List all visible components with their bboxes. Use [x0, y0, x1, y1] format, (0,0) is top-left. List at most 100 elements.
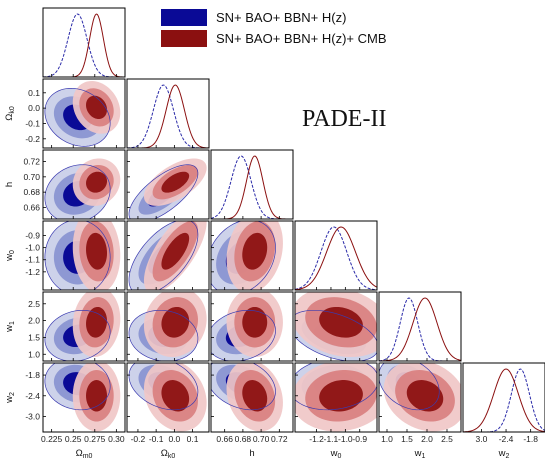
- y-tick-label: 0.1: [28, 88, 40, 98]
- panel-content: [211, 292, 283, 361]
- panel-frame: [126, 220, 210, 291]
- panel-0-3: -1.2 -1.1 -1.0 -0.9: [25, 220, 126, 291]
- x-tick-label: 0.30: [108, 434, 125, 444]
- x-tick-label: 0.68: [235, 434, 252, 444]
- x-tick-label: -0.1: [149, 434, 164, 444]
- panel-frame: [378, 362, 462, 433]
- contour-outline: [44, 363, 111, 411]
- marginal-curve-2: [463, 368, 545, 432]
- panel-4-4: [378, 291, 462, 362]
- contour-s2-level-1: [86, 171, 107, 193]
- legend-swatch-red: [161, 30, 207, 47]
- x-tick-label: 0.0: [168, 434, 180, 444]
- x-tick-label: -0.2: [131, 434, 146, 444]
- panel-content: [44, 292, 121, 361]
- panel-frame: [294, 362, 378, 433]
- marginal-curve-2: [211, 155, 293, 219]
- panel-content: [128, 363, 207, 432]
- panel-content: [44, 81, 121, 147]
- panel-content: [211, 155, 293, 219]
- panel-content: [211, 363, 283, 432]
- contour-s2-level-1: [319, 306, 363, 338]
- contour-s2-level-1: [86, 95, 108, 120]
- panel-frame: [210, 220, 294, 291]
- legend-label-red: SN+ BAO+ BBN+ H(z)+ CMB: [216, 31, 387, 46]
- panel-frame: [42, 291, 126, 362]
- axis-label-w0: w0: [4, 250, 16, 262]
- contour-s2-level-1: [161, 380, 190, 412]
- marginal-curve-1: [463, 368, 545, 432]
- panel-content: [44, 221, 121, 290]
- contour-outline: [44, 87, 111, 147]
- axis-label-h: h: [249, 448, 254, 459]
- panel-content: [44, 158, 121, 219]
- contour-s2-level-1: [86, 306, 107, 338]
- contour-s2-level-1: [242, 306, 268, 338]
- panel-content: [128, 292, 207, 361]
- axis-label-Ωm0: Ωm0: [76, 448, 93, 460]
- contour-outline: [295, 363, 377, 411]
- panel-content: [379, 363, 461, 432]
- panel-frame: [294, 220, 378, 291]
- contour-s2-level-1: [86, 232, 107, 270]
- legend: SN+ BAO+ BBN+ H(z) SN+ BAO+ BBN+ H(z)+ C…: [161, 9, 387, 47]
- y-tick-label: -1.1: [25, 255, 40, 265]
- contour-outline: [379, 363, 440, 411]
- x-tick-label: -1.8: [523, 434, 538, 444]
- panel-4-5: 1.0 1.5 2.0 2.5: [378, 362, 462, 444]
- y-tick-label: -0.1: [25, 118, 40, 128]
- x-tick-label: 0.1: [187, 434, 199, 444]
- contour-outline: [128, 309, 199, 361]
- contour-outline: [128, 221, 199, 290]
- marginal-curve-1: [295, 226, 377, 290]
- x-tick-label: -1.0: [338, 434, 353, 444]
- panel-3-4: [294, 291, 378, 362]
- contour-s2-level-1: [161, 306, 190, 338]
- contour-outline: [128, 164, 199, 219]
- panel-0-5: 0.225 0.25 0.275 0.30 -3.0 -2.4 -1.8: [25, 362, 126, 444]
- marginal-curve-2: [127, 84, 209, 148]
- y-tick-label: 2.0: [28, 316, 40, 326]
- axis-label-Ωk0: Ωk0: [161, 448, 176, 460]
- panel-frame: [42, 7, 126, 78]
- contour-outline: [44, 164, 111, 219]
- panel-2-5: 0.66 0.68 0.70 0.72: [210, 362, 294, 444]
- y-tick-label: 0.66: [23, 203, 40, 213]
- x-tick-label: 1.0: [381, 434, 393, 444]
- panel-content: [127, 84, 209, 148]
- panel-5-5: 3.0 -2.4 -1.8: [462, 362, 545, 444]
- x-tick-label: 0.25: [65, 434, 82, 444]
- x-tick-label: 2.5: [441, 434, 453, 444]
- x-tick-label: 0.225: [41, 434, 63, 444]
- panel-frame: [42, 220, 126, 291]
- axis-label-w0: w0: [330, 448, 342, 460]
- panel-frame: [42, 78, 126, 149]
- y-tick-label: 0.70: [23, 172, 40, 182]
- x-tick-label: 0.70: [253, 434, 270, 444]
- panel-frame: [210, 291, 294, 362]
- panel-1-2: [126, 149, 210, 220]
- y-tick-label: -1.2: [25, 267, 40, 277]
- panel-2-4: [210, 291, 294, 362]
- axis-label-w2: w2: [498, 448, 510, 460]
- contour-s2-level-1: [242, 232, 268, 270]
- panel-1-3: [126, 220, 210, 291]
- y-tick-label: 1.0: [28, 349, 40, 359]
- panel-frame: [42, 362, 126, 433]
- panels-layer: -0.2-0.10.00.10.660.680.700.72-1.2-1.1-1…: [4, 7, 545, 460]
- panel-frame: [126, 362, 210, 433]
- axis-label-w2: w2: [4, 392, 16, 404]
- axis-label-Ωk0: Ωk0: [4, 106, 16, 121]
- contour-s2-level-1: [161, 171, 190, 193]
- panel-frame: [126, 78, 210, 149]
- panel-content: [295, 226, 377, 290]
- panel-frame: [294, 291, 378, 362]
- marginal-curve-2: [43, 13, 125, 77]
- y-tick-label: 0.72: [23, 157, 40, 167]
- y-tick-label: -1.0: [25, 243, 40, 253]
- panel-content: [295, 363, 377, 432]
- marginal-curve-2: [295, 226, 377, 290]
- panel-0-4: 1.0 1.5 2.0 2.5: [28, 291, 126, 362]
- y-tick-label: 0.68: [23, 187, 40, 197]
